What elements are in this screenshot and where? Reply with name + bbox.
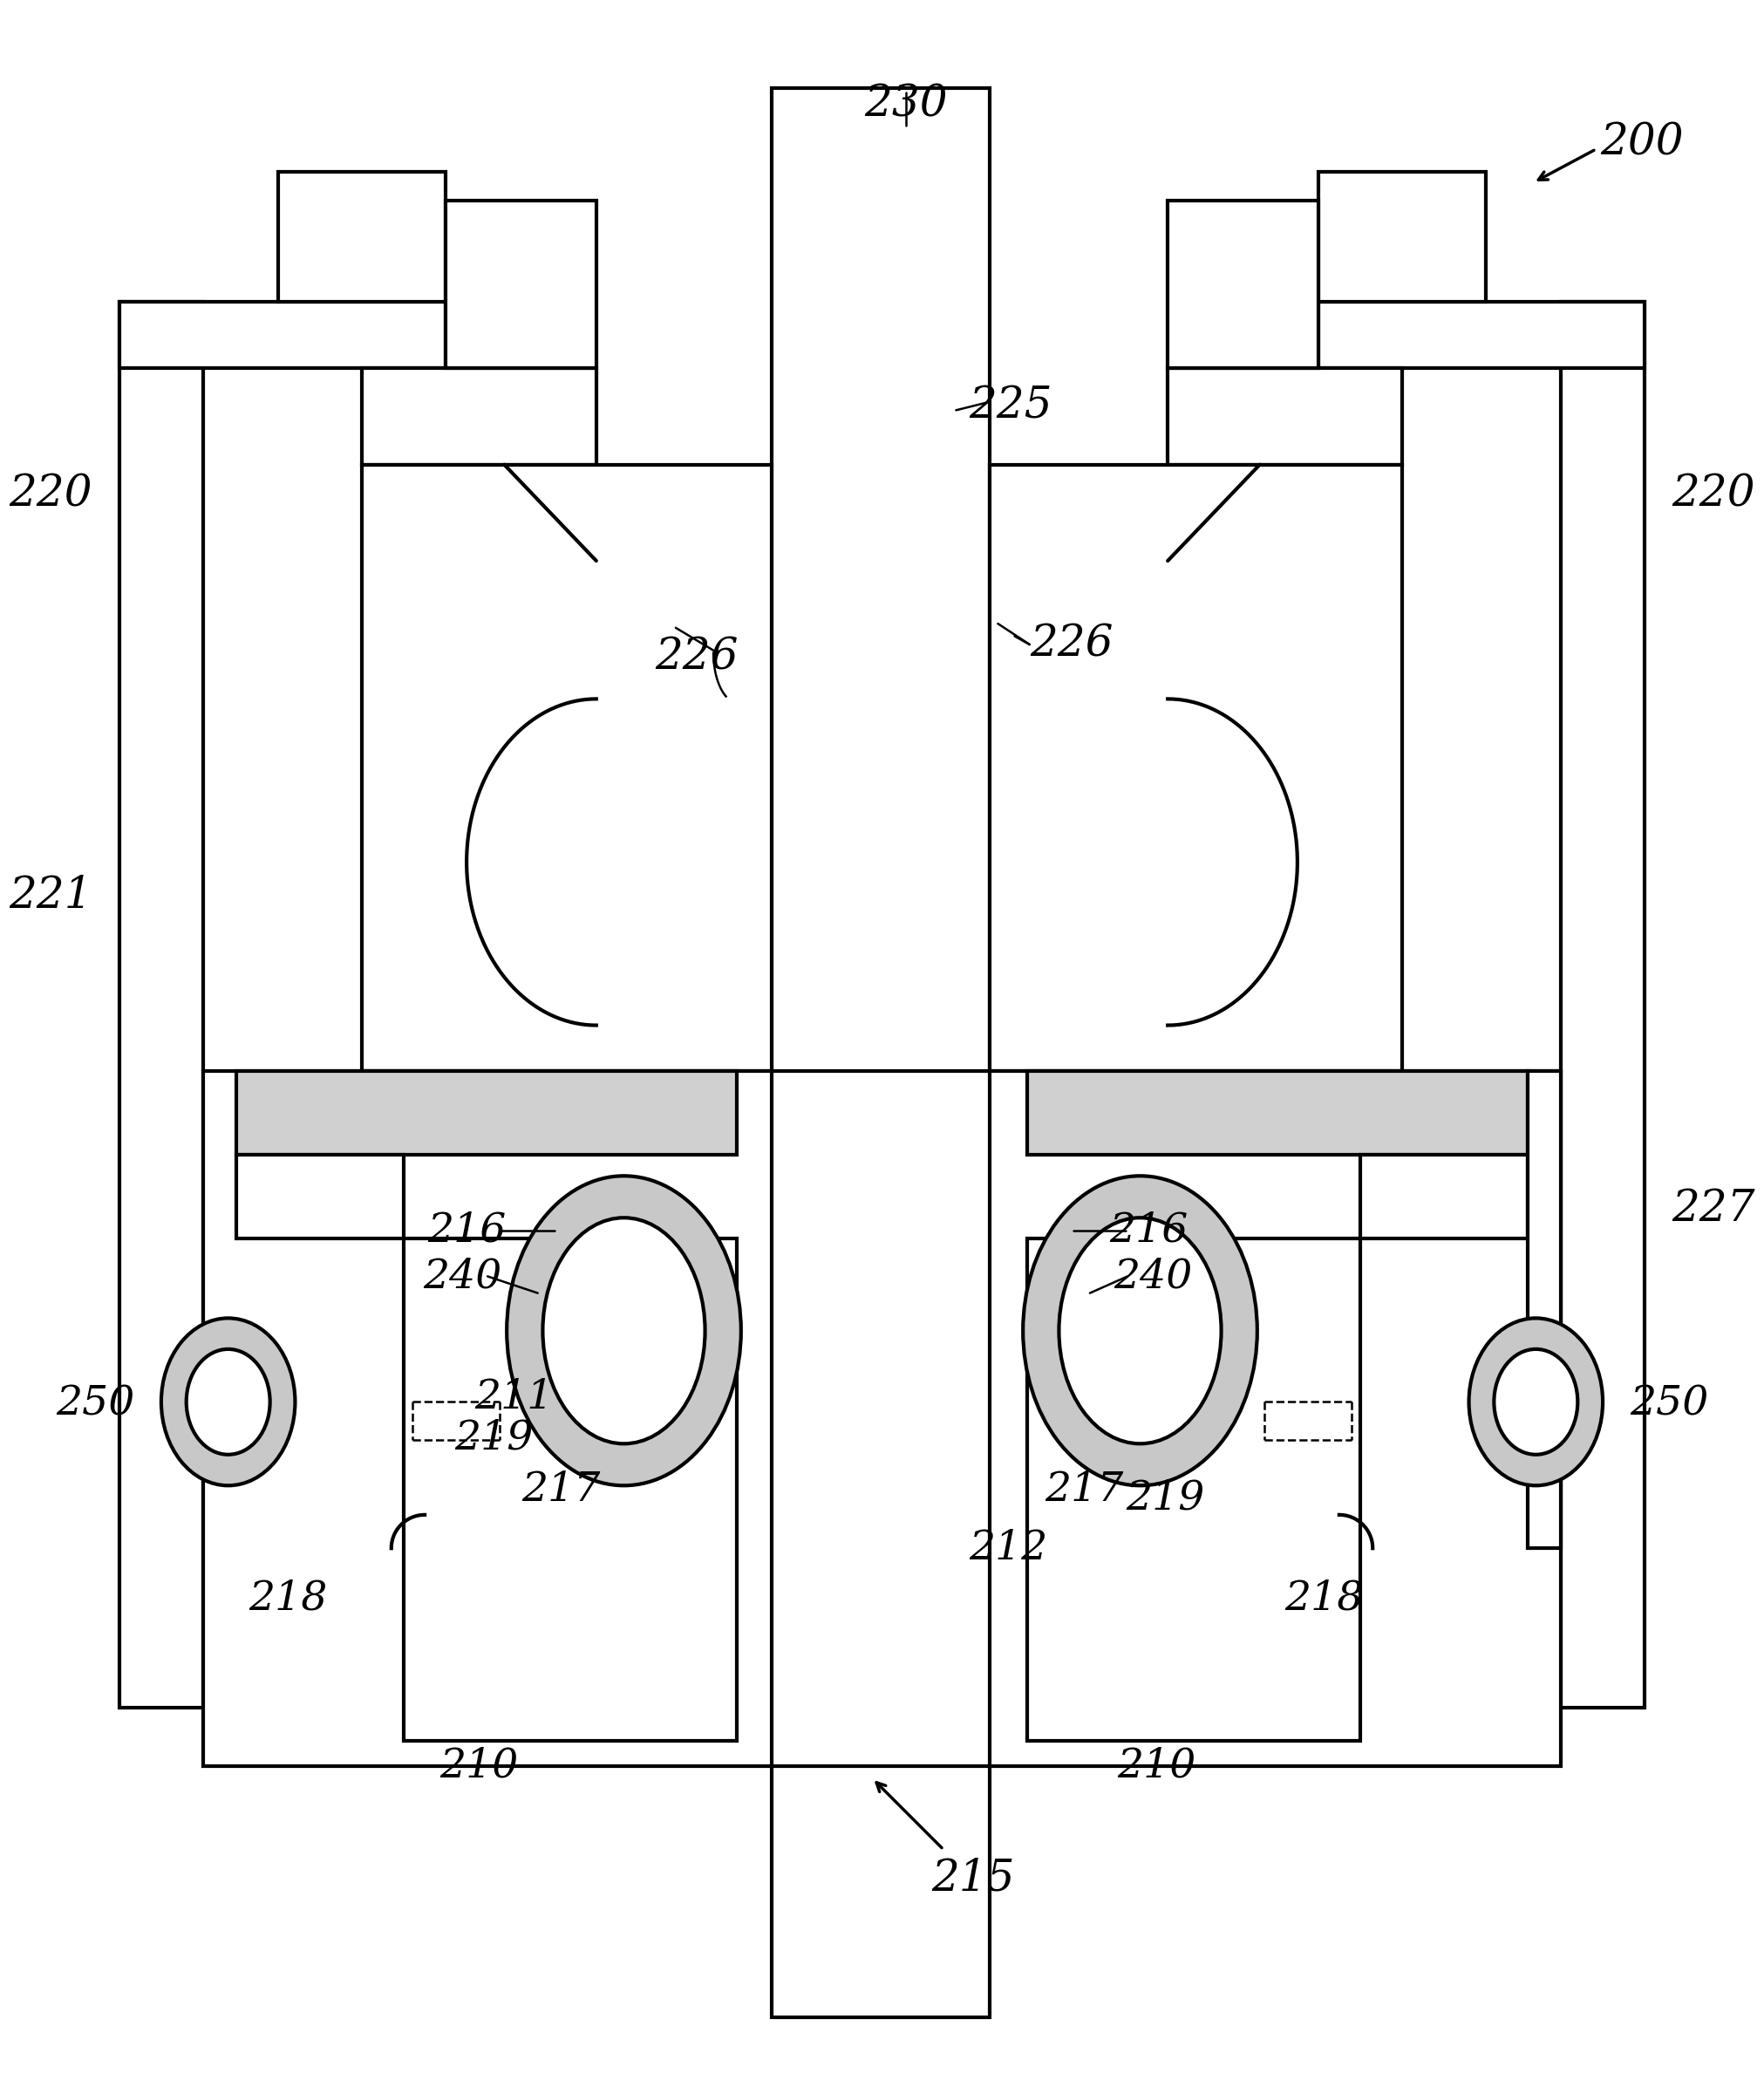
Polygon shape xyxy=(1561,301,1644,1707)
Text: 225: 225 xyxy=(968,384,1051,427)
Text: 230: 230 xyxy=(864,83,947,127)
Polygon shape xyxy=(120,301,203,1707)
Polygon shape xyxy=(1168,369,1402,465)
Polygon shape xyxy=(773,1765,990,2016)
Ellipse shape xyxy=(161,1319,295,1485)
Text: 219: 219 xyxy=(1125,1479,1205,1518)
Polygon shape xyxy=(1528,1072,1561,1549)
Ellipse shape xyxy=(543,1217,706,1444)
Polygon shape xyxy=(362,465,773,1072)
Text: 240: 240 xyxy=(423,1257,501,1296)
Text: 219: 219 xyxy=(455,1419,534,1458)
Polygon shape xyxy=(1360,1155,1528,1238)
Text: 210: 210 xyxy=(439,1746,519,1786)
Text: 240: 240 xyxy=(1113,1257,1192,1296)
Polygon shape xyxy=(1318,172,1485,301)
Polygon shape xyxy=(1027,1072,1528,1155)
Text: 221: 221 xyxy=(9,873,93,917)
Text: 220: 220 xyxy=(9,473,93,516)
Polygon shape xyxy=(1027,1238,1360,1740)
Polygon shape xyxy=(203,1072,773,1765)
Text: 216: 216 xyxy=(1110,1211,1187,1251)
Polygon shape xyxy=(990,465,1402,1072)
Text: 216: 216 xyxy=(427,1211,506,1251)
Text: 250: 250 xyxy=(1630,1385,1708,1425)
Ellipse shape xyxy=(1469,1319,1603,1485)
Polygon shape xyxy=(404,1238,737,1740)
Ellipse shape xyxy=(187,1348,270,1454)
Text: 226: 226 xyxy=(654,635,739,678)
Polygon shape xyxy=(446,201,596,369)
Polygon shape xyxy=(1318,301,1644,369)
Text: 226: 226 xyxy=(1030,622,1113,666)
Text: 220: 220 xyxy=(1671,473,1755,516)
Polygon shape xyxy=(362,369,596,465)
Polygon shape xyxy=(773,87,990,1072)
Text: 250: 250 xyxy=(56,1385,134,1425)
Polygon shape xyxy=(1168,201,1318,369)
Ellipse shape xyxy=(1494,1348,1577,1454)
Text: 218: 218 xyxy=(249,1578,328,1618)
Text: 217: 217 xyxy=(522,1470,600,1510)
Polygon shape xyxy=(120,301,446,369)
Ellipse shape xyxy=(1058,1217,1221,1444)
Ellipse shape xyxy=(1023,1176,1258,1485)
Polygon shape xyxy=(279,172,446,301)
Polygon shape xyxy=(990,1072,1561,1765)
Text: 200: 200 xyxy=(1600,120,1683,164)
Polygon shape xyxy=(236,1155,404,1238)
Text: 217: 217 xyxy=(1044,1470,1124,1510)
Polygon shape xyxy=(236,1072,737,1155)
Text: 211: 211 xyxy=(475,1377,554,1417)
Text: 210: 210 xyxy=(1117,1746,1196,1786)
Text: 218: 218 xyxy=(1284,1578,1364,1618)
Ellipse shape xyxy=(506,1176,741,1485)
Text: 212: 212 xyxy=(968,1529,1048,1568)
Text: 227: 227 xyxy=(1671,1188,1755,1232)
Text: 215: 215 xyxy=(931,1858,1014,1900)
